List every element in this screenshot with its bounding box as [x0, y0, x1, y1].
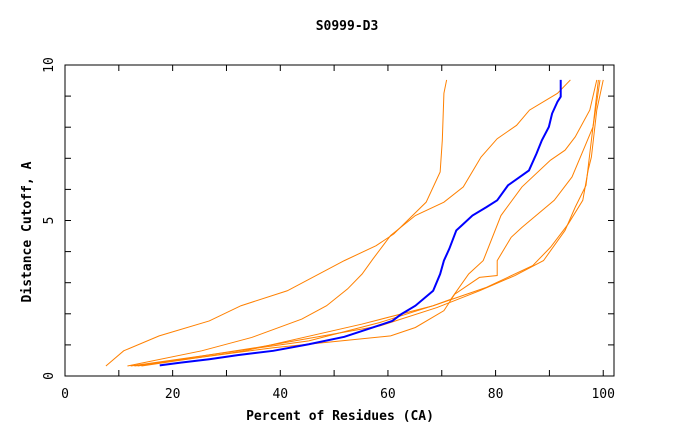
x-tick-label: 40 [272, 387, 288, 402]
axis-ticks: 0 20 40 60 80 100 0 5 10 [42, 57, 615, 402]
series-line [130, 79, 598, 367]
x-tick-label: 0 [61, 387, 69, 402]
highlighted-series-line [159, 79, 562, 367]
series-lines [105, 79, 604, 367]
x-tick-label: 80 [488, 387, 504, 402]
y-tick-label: 10 [42, 57, 57, 73]
series-line [137, 79, 601, 367]
plot-frame [64, 64, 615, 377]
x-tick-label: 100 [591, 387, 614, 402]
y-tick-label: 5 [42, 217, 57, 225]
series-line [105, 79, 448, 367]
x-axis-label: Percent of Residues (CA) [246, 409, 434, 424]
x-tick-label: 60 [380, 387, 396, 402]
y-axis-label: Distance Cutoff, A [20, 161, 35, 302]
chart-title: S0999-D3 [316, 19, 379, 34]
series-line [134, 79, 599, 367]
series-line [127, 79, 571, 367]
x-tick-label: 20 [165, 387, 181, 402]
series-line [141, 79, 604, 367]
y-tick-label: 0 [42, 372, 57, 380]
